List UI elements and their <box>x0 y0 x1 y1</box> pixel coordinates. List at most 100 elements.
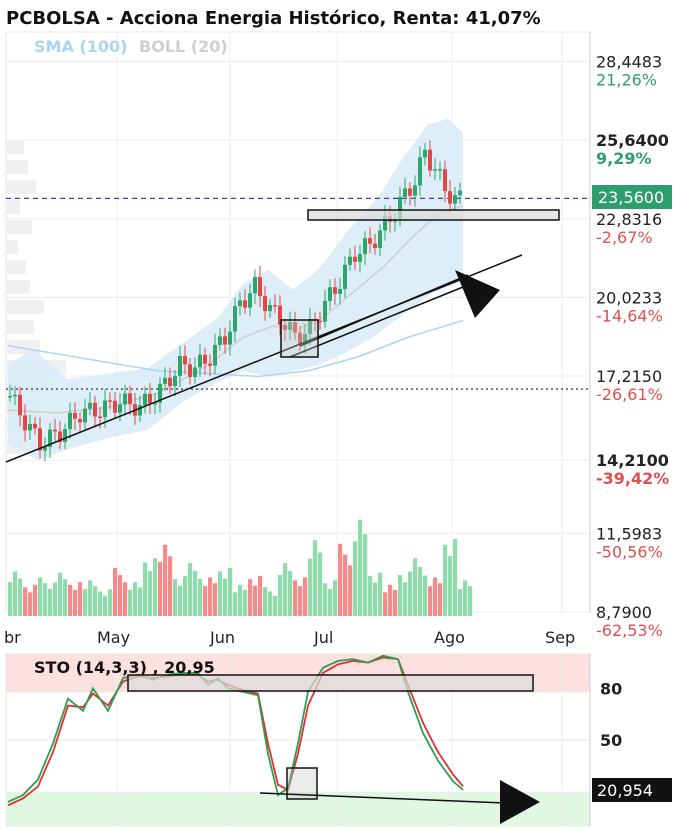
candle-body <box>443 169 447 192</box>
volume-bar <box>273 595 278 616</box>
price-tick-label: 25,6400 <box>596 131 669 150</box>
candle-body <box>113 400 117 413</box>
price-pct-label: -62,53% <box>596 621 663 640</box>
trendline-lower <box>5 254 523 463</box>
candlesticks <box>8 140 462 462</box>
candle-body <box>278 305 282 325</box>
volume-profile-bar <box>6 180 36 194</box>
volume-bar <box>433 577 438 616</box>
volume-bar <box>78 582 83 616</box>
volume-bar <box>8 582 13 616</box>
volume-profile-bar <box>6 220 32 234</box>
reference-lines <box>6 197 590 390</box>
volume-bar <box>263 587 268 616</box>
candle-body <box>218 336 222 345</box>
volume-bar <box>403 582 408 616</box>
volume-bar <box>448 556 453 616</box>
candle-body <box>173 375 177 387</box>
volume-bar <box>18 578 23 616</box>
volume-bar <box>123 582 128 616</box>
volume-bar <box>183 575 188 616</box>
price-tick-label: 22,8316 <box>596 210 662 229</box>
candle-body <box>243 300 247 308</box>
candle-body <box>248 293 252 308</box>
volume-bar <box>188 563 193 616</box>
volume-bar <box>143 562 148 616</box>
price-pct-label: -14,64% <box>596 306 663 325</box>
candle-body <box>398 196 402 219</box>
volume-bar <box>368 575 373 616</box>
volume-bar <box>223 578 228 616</box>
volume-bar <box>118 575 123 616</box>
volume-bar <box>203 586 208 616</box>
volume-bar <box>43 583 48 616</box>
volume-bar <box>93 586 98 616</box>
volume-bar <box>328 589 333 616</box>
current-price-badge: 23,5600 <box>592 185 672 209</box>
candle-body <box>343 264 347 289</box>
candle-body <box>378 230 382 249</box>
candle-body <box>33 423 37 429</box>
volume-bar <box>88 580 93 616</box>
candle-body <box>63 429 67 442</box>
volume-profile-bar <box>6 240 18 254</box>
volume-bar <box>418 566 423 616</box>
sto-level-label: 50 <box>600 731 622 750</box>
month-label: br <box>4 628 21 647</box>
sto-annotation-box-top <box>127 674 534 692</box>
price-tick-label: 17,2150 <box>596 367 662 386</box>
sto-trendline <box>259 792 506 804</box>
candle-body <box>68 412 72 430</box>
candle-body <box>423 149 427 158</box>
candle-body <box>78 418 82 423</box>
sto-level-label: 80 <box>600 679 622 698</box>
price-pct-label: -2,67% <box>596 228 653 247</box>
volume-bar <box>443 544 448 616</box>
month-label: Jun <box>209 628 235 647</box>
sto-oversold-zone <box>6 791 590 826</box>
candle-body <box>253 277 257 294</box>
volume-bar <box>333 580 338 616</box>
volume-bar <box>463 580 468 616</box>
volume-profile-bar <box>6 260 26 274</box>
price-tick-label: 14,2100 <box>596 451 669 470</box>
candle-body <box>188 364 192 377</box>
volume-bar <box>108 589 113 616</box>
candle-body <box>318 320 322 323</box>
boll-band-fill <box>8 118 463 461</box>
candle-body <box>428 149 432 171</box>
candle-body <box>18 394 22 416</box>
volume-bar <box>23 587 28 616</box>
volume-bar <box>248 579 253 616</box>
volume-profile-bar <box>6 160 28 174</box>
candle-body <box>458 190 462 196</box>
volume-bar <box>413 558 418 616</box>
volume-bar <box>53 582 58 616</box>
candle-body <box>213 344 217 366</box>
candle-body <box>98 416 102 419</box>
candle-body <box>178 355 182 376</box>
volume-bar <box>38 577 43 616</box>
trendline-upper-1 <box>289 284 469 358</box>
candle-body <box>383 215 387 231</box>
volume-bar <box>318 552 323 616</box>
volume-bar <box>358 519 363 616</box>
volume-bar <box>458 589 463 616</box>
candle-body <box>8 396 12 398</box>
candle-body <box>158 383 162 403</box>
candle-body <box>138 405 142 416</box>
volume-bars <box>8 519 473 616</box>
volume-profile-bar <box>6 280 30 294</box>
volume-profile-bar <box>6 140 24 154</box>
candle-body <box>233 306 237 332</box>
sto-k-line <box>7 654 464 803</box>
volume-bar <box>148 571 153 616</box>
volume-bar <box>298 586 303 616</box>
current-price-label: 23,5600 <box>598 188 664 207</box>
volume-bar <box>128 589 133 616</box>
candle-body <box>223 336 227 345</box>
volume-bar <box>278 574 283 616</box>
candle-body <box>348 256 352 265</box>
candle-body <box>403 188 407 197</box>
